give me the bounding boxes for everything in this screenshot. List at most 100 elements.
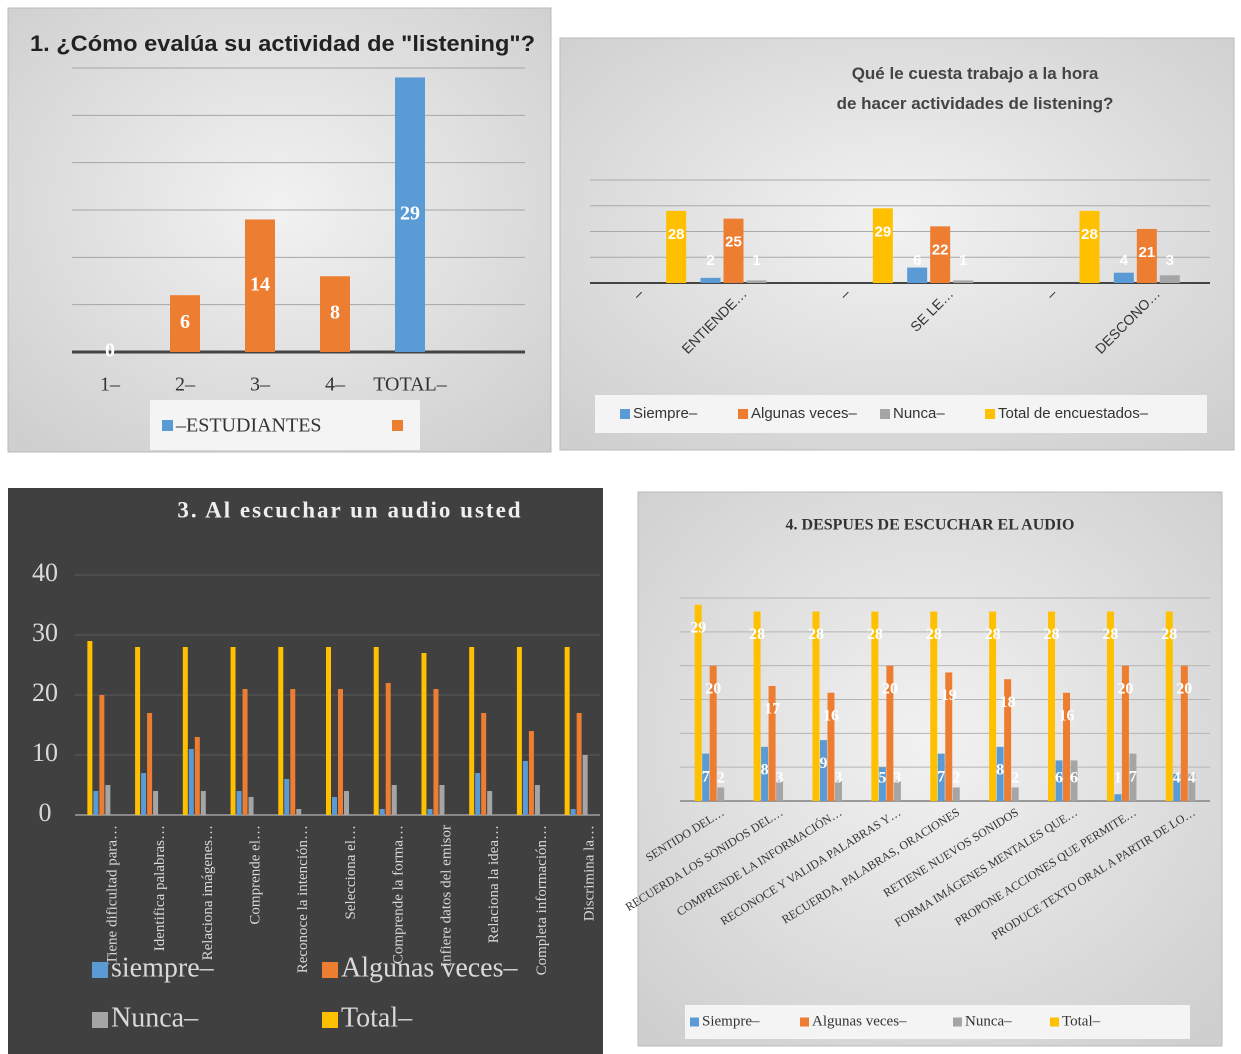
data-label: 8 bbox=[996, 762, 1004, 779]
data-label: 29 bbox=[874, 223, 891, 240]
legend-label: –ESTUDIANTES bbox=[175, 415, 322, 437]
bar bbox=[1188, 773, 1196, 801]
data-label: 7 bbox=[1129, 768, 1137, 785]
bar bbox=[469, 647, 475, 815]
bar bbox=[1070, 760, 1078, 801]
legend-marker bbox=[92, 962, 108, 978]
x-tick-label: Completa información… bbox=[534, 825, 550, 975]
legend-marker bbox=[1050, 1017, 1059, 1027]
bar bbox=[433, 689, 439, 815]
bar bbox=[296, 809, 302, 815]
legend-marker bbox=[880, 409, 890, 419]
data-label: 16 bbox=[1059, 707, 1075, 724]
data-label: 3 bbox=[834, 770, 842, 787]
bar bbox=[99, 695, 105, 815]
bar bbox=[694, 604, 702, 801]
bar bbox=[290, 689, 296, 815]
bar bbox=[886, 665, 894, 801]
legend-label: Algunas veces– bbox=[341, 952, 519, 983]
bar bbox=[1011, 787, 1019, 801]
bar bbox=[953, 280, 974, 283]
x-tick-label: Identifica palabras… bbox=[152, 825, 168, 951]
data-label: 19 bbox=[941, 687, 957, 704]
bar bbox=[746, 280, 767, 283]
bar bbox=[391, 785, 397, 815]
legend-label: Nunca– bbox=[111, 1002, 199, 1033]
chart-title: 3. Al escuchar un audio usted bbox=[177, 497, 522, 522]
legend-label: Total de encuestados– bbox=[998, 405, 1149, 422]
bar bbox=[717, 787, 725, 801]
bar bbox=[907, 267, 928, 283]
bar bbox=[188, 749, 194, 815]
data-label: 3 bbox=[893, 770, 901, 787]
data-label: 25 bbox=[725, 234, 742, 251]
bar bbox=[872, 208, 893, 283]
data-label: 28 bbox=[1161, 626, 1177, 643]
x-tick-label: 3– bbox=[250, 374, 271, 396]
bar bbox=[87, 641, 93, 815]
chart-title: 1. ¿Cómo evalúa su actividad de "listeni… bbox=[30, 31, 535, 56]
bar bbox=[666, 210, 687, 283]
bar bbox=[487, 791, 493, 815]
bar bbox=[1121, 665, 1129, 801]
legend-box bbox=[595, 395, 1207, 433]
data-label: 28 bbox=[926, 626, 942, 643]
legend-marker bbox=[322, 962, 338, 978]
data-label: 20 bbox=[705, 680, 721, 697]
x-tick-label: Infiere datos del emisor bbox=[438, 825, 454, 967]
data-label: 28 bbox=[749, 626, 765, 643]
bar bbox=[332, 797, 337, 815]
bar bbox=[723, 218, 744, 283]
data-label: 7 bbox=[702, 768, 710, 785]
legend-label: Total– bbox=[341, 1002, 413, 1033]
bar bbox=[564, 647, 570, 815]
data-label: 20 bbox=[1117, 680, 1133, 697]
legend-marker bbox=[690, 1017, 699, 1027]
bar bbox=[768, 685, 776, 801]
bar bbox=[135, 647, 141, 815]
bar bbox=[1159, 275, 1180, 283]
bar bbox=[702, 753, 710, 801]
data-label: 6 bbox=[180, 311, 190, 333]
bar bbox=[1114, 794, 1122, 801]
bar bbox=[344, 791, 349, 815]
bar bbox=[427, 809, 433, 815]
chart-title: 4. DESPUES DE ESCUCHAR EL AUDIO bbox=[786, 517, 1075, 534]
y-tick-label: 10 bbox=[32, 738, 58, 767]
bar bbox=[516, 647, 522, 815]
bar bbox=[421, 653, 427, 815]
bar bbox=[200, 791, 206, 815]
bar bbox=[245, 219, 275, 352]
data-label: 9 bbox=[819, 755, 827, 772]
data-label: 20 bbox=[1176, 680, 1192, 697]
legend-marker bbox=[92, 1012, 108, 1028]
bar bbox=[761, 746, 769, 801]
bar bbox=[1136, 228, 1157, 283]
data-label: 21 bbox=[1138, 244, 1155, 261]
bar bbox=[528, 731, 534, 815]
data-label: 5 bbox=[878, 770, 886, 787]
x-tick-label: Relaciona la idea… bbox=[486, 825, 502, 943]
bar bbox=[1113, 272, 1134, 283]
x-tick-label: Comprende la forma… bbox=[391, 825, 407, 964]
bar bbox=[534, 785, 540, 815]
data-label: 28 bbox=[668, 226, 685, 243]
data-label: 3 bbox=[1166, 252, 1174, 269]
bar bbox=[812, 611, 820, 801]
y-tick-label: 0 bbox=[39, 798, 52, 827]
bar bbox=[522, 761, 528, 815]
data-label: 20 bbox=[882, 680, 898, 697]
chart-3-frame bbox=[8, 488, 603, 1054]
bar bbox=[105, 785, 111, 815]
bar bbox=[1048, 611, 1056, 801]
data-label: 6 bbox=[1070, 770, 1078, 787]
data-label: 28 bbox=[1102, 626, 1118, 643]
data-label: 1 bbox=[1114, 770, 1122, 787]
data-label: 17 bbox=[764, 701, 780, 718]
data-label: 29 bbox=[690, 619, 706, 636]
bar bbox=[194, 737, 200, 815]
data-label: 4 bbox=[1120, 252, 1129, 269]
chart-1-frame bbox=[7, 7, 552, 453]
bar bbox=[776, 780, 784, 801]
data-label: 7 bbox=[937, 768, 945, 785]
